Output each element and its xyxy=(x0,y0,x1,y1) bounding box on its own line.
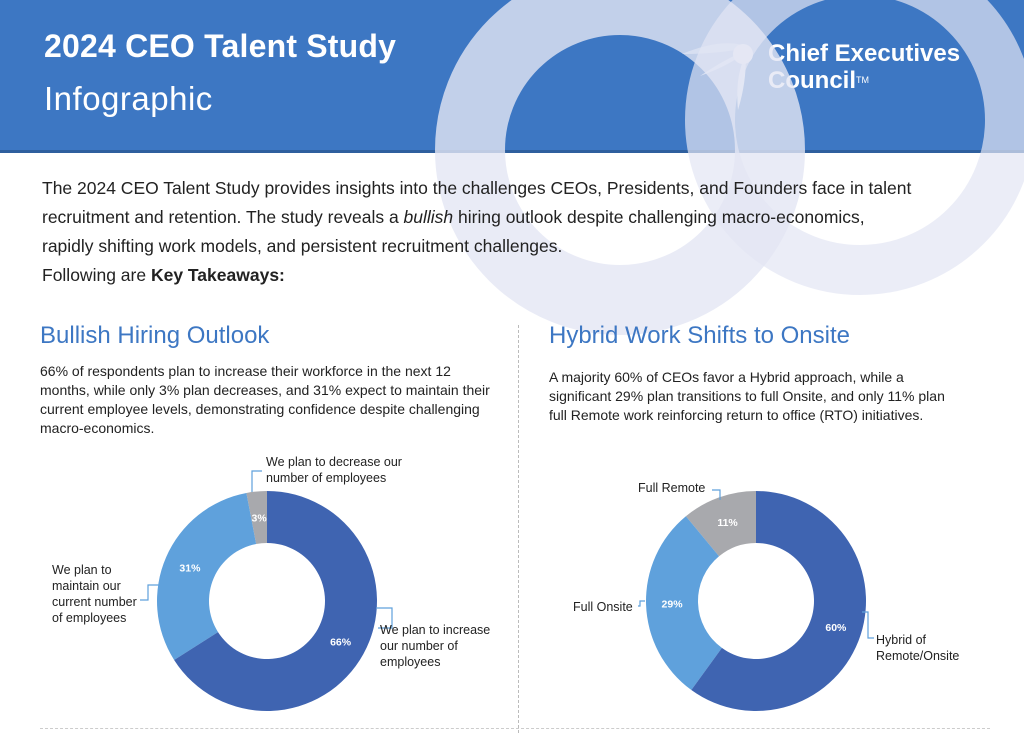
intro-line-2-start: recruitment and retention. The study rev… xyxy=(42,207,404,227)
slice-maintain xyxy=(157,492,257,660)
leader-line-increase xyxy=(376,607,393,629)
slice-onsite xyxy=(645,516,722,690)
bottom-divider xyxy=(40,728,990,729)
label-full-onsite: Full Onsite xyxy=(573,600,633,614)
column-divider xyxy=(518,325,519,733)
leader-line-onsite xyxy=(638,600,645,607)
slice-decrease xyxy=(246,491,267,545)
right-section-text: A majority 60% of CEOs favor a Hybrid ap… xyxy=(549,369,945,423)
intro-line-1: The 2024 CEO Talent Study provides insig… xyxy=(42,178,912,198)
leader-line-decrease xyxy=(251,470,262,492)
key-takeaways-label: Key Takeaways: xyxy=(150,265,285,285)
slice-remote xyxy=(685,491,756,557)
leader-line-remote xyxy=(712,489,721,500)
intro-line-4-start: Following are xyxy=(42,265,151,285)
page-title: 2024 CEO Talent Study xyxy=(44,28,397,64)
intro-line-2-end: hiring outlook despite challenging macro… xyxy=(453,207,865,227)
left-section-text: 66% of respondents plan to increase thei… xyxy=(40,363,490,436)
intro-line-4: Following are Key Takeaways: xyxy=(42,261,992,290)
slice-hybrid-value-label: 60% xyxy=(825,622,847,634)
leader-line-hybrid xyxy=(862,611,874,639)
intro-line-2: recruitment and retention. The study rev… xyxy=(42,203,992,232)
slice-remote-value-label: 11% xyxy=(717,517,738,529)
intro-line-3: rapidly shifting work models, and persis… xyxy=(42,236,563,256)
label-full-remote: Full Remote xyxy=(638,481,706,495)
left-section-title: Bullish Hiring Outlook xyxy=(40,322,270,349)
right-section-title: Hybrid Work Shifts to Onsite xyxy=(549,322,850,349)
slice-hybrid xyxy=(691,491,866,712)
leader-line-maintain xyxy=(140,584,160,601)
label-decrease: We plan to decrease our number of employ… xyxy=(266,455,402,485)
intro-paragraph: The 2024 CEO Talent Study provides insig… xyxy=(42,174,992,290)
label-hybrid: Hybrid of Remote/Onsite xyxy=(876,633,960,663)
slice-maintain-value-label: 31% xyxy=(179,563,201,575)
slice-increase xyxy=(174,491,378,711)
label-increase: We plan to increase our number of employ… xyxy=(380,623,491,669)
slice-increase-value-label: 66% xyxy=(330,636,352,648)
page-subtitle: Infographic xyxy=(44,80,213,117)
slice-onsite-value-label: 29% xyxy=(662,599,684,611)
intro-emphasis: bullish xyxy=(403,207,454,227)
label-maintain: We plan to maintain our current number o… xyxy=(52,563,137,625)
slice-decrease-value-label: 3% xyxy=(252,512,268,524)
